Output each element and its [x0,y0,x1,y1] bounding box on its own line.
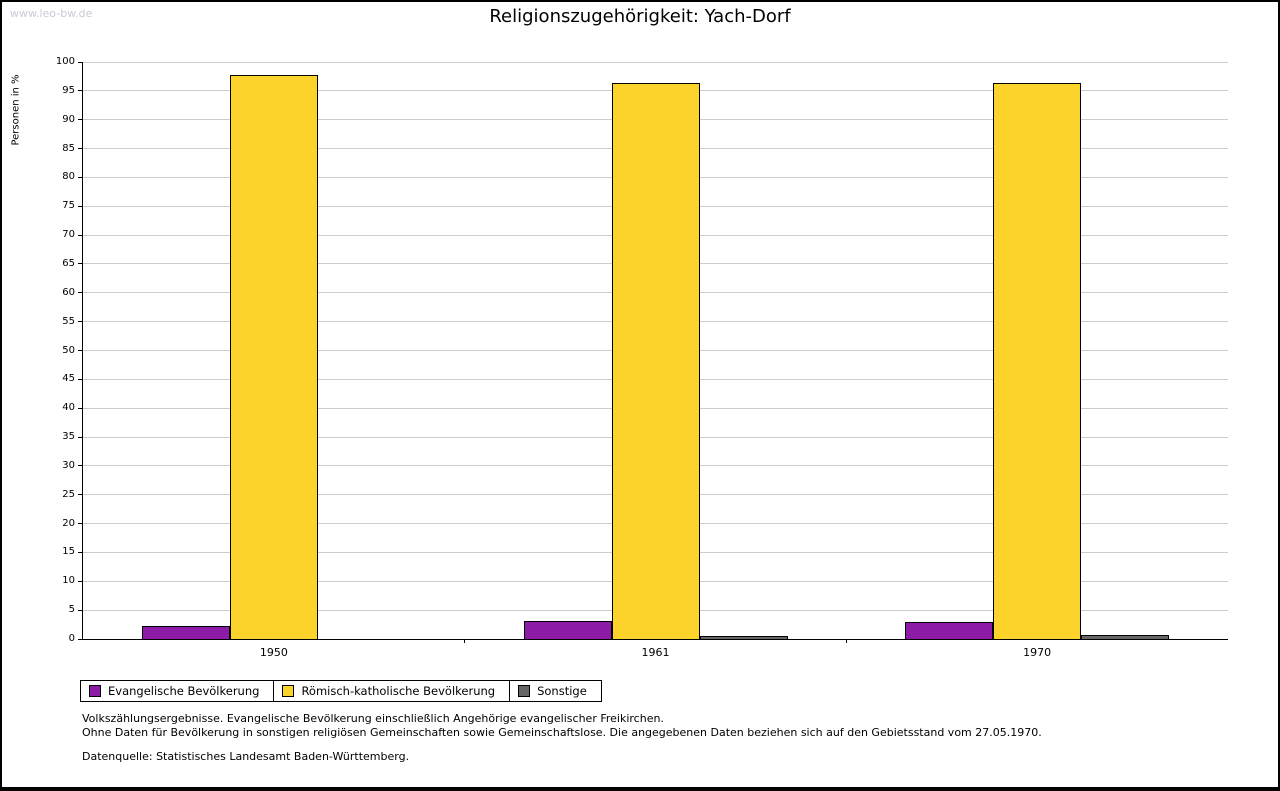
bar-r-misch-katholische-bev-lkerung-1950 [229,75,318,639]
x-label-1950: 1950 [259,646,288,659]
chart-title: Religionszugehörigkeit: Yach-Dorf [489,6,791,27]
y-axis-tick-60 [78,292,82,294]
footnote-source: Datenquelle: Statistisches Landesamt Bad… [82,750,410,763]
y-tick-label-30: 30 [62,459,75,471]
legend-swatch-evangelische-bev-lkerung [89,685,101,697]
y-axis-tick-80 [78,176,82,178]
y-tick-label-70: 70 [62,229,75,241]
y-axis-tick-10 [78,580,82,582]
y-tick-label-60: 60 [62,286,75,298]
y-axis-tick-95 [78,90,82,92]
bar-evangelische-bev-lkerung-1961 [523,620,612,639]
y-tick-label-95: 95 [62,84,75,96]
y-tick-label-35: 35 [62,431,75,443]
y-tick-label-65: 65 [62,257,75,269]
y-tick-label-10: 10 [62,575,75,587]
y-axis-tick-30 [78,465,82,467]
y-axis-tick-100 [78,61,82,63]
y-axis-tick-55 [78,321,82,323]
x-label-1970: 1970 [1023,646,1052,659]
y-tick-label-55: 55 [62,315,75,327]
legend: Evangelische Bevölkerung Römisch-katholis… [80,680,602,702]
y-axis-tick-70 [78,234,82,236]
bar-sonstige-1961 [699,636,788,639]
gridline-100 [83,61,1228,63]
y-tick-label-15: 15 [62,546,75,558]
y-axis-title: Personen in % [10,74,22,146]
y-axis-tick-5 [78,609,82,611]
legend-swatch-sonstige [518,685,531,697]
y-tick-label-100: 100 [55,56,75,67]
x-axis-tick-2 [845,639,847,643]
y-tick-label-90: 90 [62,113,75,125]
bar-evangelische-bev-lkerung-1950 [141,625,230,639]
y-axis-tick-20 [78,523,82,525]
y-axis-tick-65 [78,263,82,265]
y-tick-label-20: 20 [62,517,75,529]
x-axis-tick-1 [464,639,466,643]
legend-swatch-r-misch-katholische-bev-lkerung [282,685,295,697]
y-axis-tick-0 [78,638,82,640]
y-axis-tick-45 [78,378,82,380]
y-axis-tick-90 [78,119,82,121]
legend-item-sonstige: Sonstige [509,681,601,701]
bar-evangelische-bev-lkerung-1970 [905,621,994,639]
bar-r-misch-katholische-bev-lkerung-1970 [993,83,1082,639]
y-tick-label-45: 45 [62,373,75,385]
y-tick-label-75: 75 [62,200,75,212]
footnote-line-2: Ohne Daten für Bevölkerung in sonstigen … [82,726,1042,739]
legend-label-r-misch-katholische-bev-lkerung: Römisch-katholische Bevölkerung [301,684,496,698]
x-label-1961: 1961 [641,646,670,659]
y-tick-label-25: 25 [62,488,75,500]
legend-label-evangelische-bev-lkerung: Evangelische Bevölkerung [108,684,260,698]
y-tick-label-0: 0 [68,633,75,644]
y-axis-tick-25 [78,494,82,496]
y-tick-label-50: 50 [62,344,75,356]
y-tick-label-80: 80 [62,171,75,183]
bar-sonstige-1970 [1081,634,1170,639]
legend-item-r-misch-katholische-bev-lkerung: Römisch-katholische Bevölkerung [273,681,509,701]
bar-r-misch-katholische-bev-lkerung-1961 [611,82,700,639]
footnotes: Volkszählungsergebnisse. Evangelische Be… [82,712,1042,764]
y-axis-tick-40 [78,407,82,409]
plot-area: 0 5 10 15 20 25 30 35 40 45 50 55 60 65 70 75 80 85 90 95 10… [56,56,1228,659]
y-tick-label-85: 85 [62,142,75,154]
y-axis-tick-15 [78,551,82,553]
watermark: www.leo-bw.de [10,7,93,20]
y-tick-label-5: 5 [68,604,75,616]
y-axis-tick-85 [78,148,82,150]
y-axis-tick-75 [78,205,82,207]
legend-label-sonstige: Sonstige [537,684,587,698]
y-axis-tick-50 [78,350,82,351]
y-axis-tick-35 [78,436,82,438]
legend-item-evangelische-bev-lkerung: Evangelische Bevölkerung [81,681,273,701]
y-tick-label-40: 40 [62,402,75,414]
footnote-line-1: Volkszählungsergebnisse. Evangelische Be… [82,712,664,725]
